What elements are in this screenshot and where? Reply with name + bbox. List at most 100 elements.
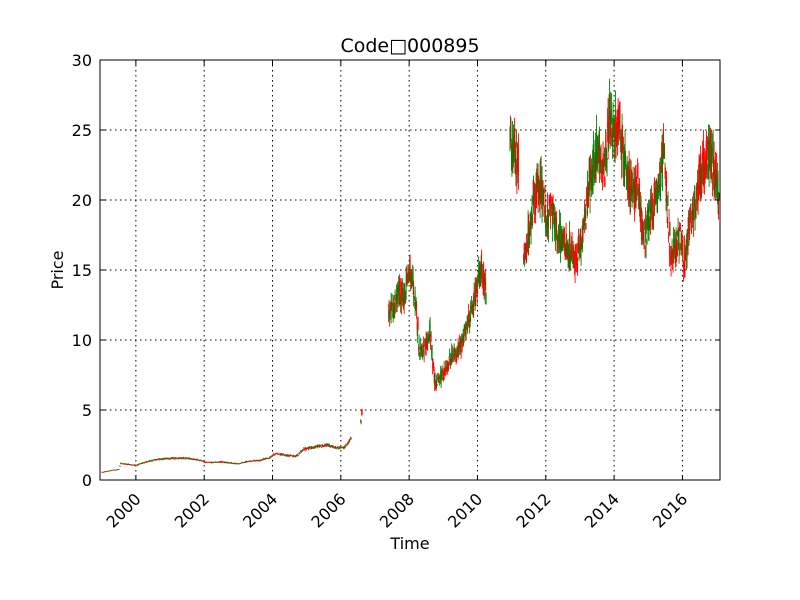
- candle-body: [579, 246, 580, 248]
- candle-body: [201, 460, 203, 462]
- candle-body: [637, 176, 639, 180]
- candle-body: [531, 209, 532, 216]
- candle-body: [407, 275, 409, 279]
- candle-body: [139, 463, 141, 465]
- candle-body: [529, 221, 531, 231]
- candle-body: [677, 228, 679, 240]
- candle-body: [212, 462, 214, 463]
- candle-body: [510, 122, 511, 132]
- candle-body: [697, 181, 698, 186]
- candle-body: [531, 209, 533, 226]
- candle-body: [617, 115, 619, 135]
- candle-body: [186, 457, 188, 459]
- candle-body: [272, 455, 274, 456]
- candle-body: [422, 346, 424, 352]
- candle-body: [223, 462, 225, 463]
- candle-body: [233, 462, 235, 464]
- candle-body: [285, 455, 287, 457]
- candle-body: [600, 144, 602, 162]
- candle-body: [432, 362, 434, 369]
- candle-body: [113, 469, 115, 471]
- candle-body: [163, 458, 165, 460]
- candle-body: [193, 459, 195, 460]
- candle-body: [571, 244, 573, 251]
- candle-body: [188, 458, 190, 459]
- candle-body: [672, 252, 673, 264]
- candle-body: [421, 346, 423, 348]
- candle-body: [260, 459, 262, 461]
- candle-body: [565, 237, 567, 254]
- candle-body: [430, 336, 432, 342]
- candle-body: [575, 252, 577, 269]
- candle-body: [552, 203, 554, 217]
- candle-body: [332, 446, 334, 448]
- candle-body: [693, 195, 695, 202]
- candle-body: [183, 457, 185, 459]
- candle-body: [714, 184, 715, 194]
- candle-body: [447, 365, 449, 373]
- candle-body: [172, 457, 174, 459]
- candle-body: [177, 457, 179, 459]
- candle-body: [390, 311, 392, 314]
- candle-body: [215, 461, 217, 463]
- candle-body: [342, 446, 344, 448]
- candle-body: [467, 316, 469, 332]
- candle-body: [288, 454, 290, 457]
- candle-body: [178, 457, 180, 459]
- candle-body: [269, 456, 271, 458]
- candle-body: [121, 463, 123, 465]
- candle-body: [718, 194, 720, 198]
- candle-body: [133, 465, 135, 466]
- candle-body: [710, 145, 711, 160]
- candle-body: [219, 461, 221, 463]
- candle-body: [124, 463, 126, 465]
- candle-body: [670, 254, 672, 264]
- candle-body: [620, 142, 622, 144]
- candle-body: [692, 214, 694, 217]
- candle-body: [437, 380, 439, 381]
- candle-body: [530, 214, 531, 220]
- candle-body: [168, 458, 170, 460]
- candle-body: [556, 221, 557, 232]
- candle-body: [322, 445, 324, 447]
- candle-body: [220, 461, 222, 463]
- candle-body: [463, 339, 465, 342]
- candle-body: [147, 461, 149, 463]
- candle-body: [544, 210, 545, 213]
- candle-body: [473, 290, 475, 301]
- candle-body: [659, 173, 660, 176]
- candle-body: [577, 246, 579, 249]
- candle-body: [597, 138, 598, 152]
- candle-body: [331, 445, 333, 447]
- candle-body: [292, 456, 294, 457]
- candle-body: [206, 461, 208, 463]
- candle-body: [661, 152, 663, 164]
- candle-body: [183, 458, 185, 460]
- candle-body: [638, 204, 639, 207]
- candle-body: [646, 215, 648, 235]
- candle-body: [448, 358, 450, 359]
- candle-body: [608, 115, 610, 127]
- candle-body: [525, 256, 527, 260]
- candle-body: [637, 170, 638, 177]
- candle-body: [614, 136, 616, 144]
- candle-body: [687, 227, 689, 251]
- candle-body: [314, 446, 316, 448]
- candle-body: [319, 444, 321, 447]
- candle-body: [235, 463, 237, 465]
- candle-body: [216, 461, 218, 463]
- candle-body: [545, 217, 546, 229]
- candle-body: [403, 290, 405, 306]
- candle-body: [433, 365, 435, 366]
- candle-body: [139, 463, 141, 465]
- candle-body: [632, 182, 634, 187]
- candle-body: [620, 140, 621, 144]
- candle-body: [445, 368, 447, 371]
- candle-body: [203, 461, 205, 463]
- candle-body: [679, 226, 680, 231]
- candle-body: [330, 446, 332, 448]
- candle-body: [324, 444, 326, 447]
- candle-body: [666, 184, 667, 203]
- candle-body: [567, 242, 568, 254]
- candle-body: [145, 461, 147, 463]
